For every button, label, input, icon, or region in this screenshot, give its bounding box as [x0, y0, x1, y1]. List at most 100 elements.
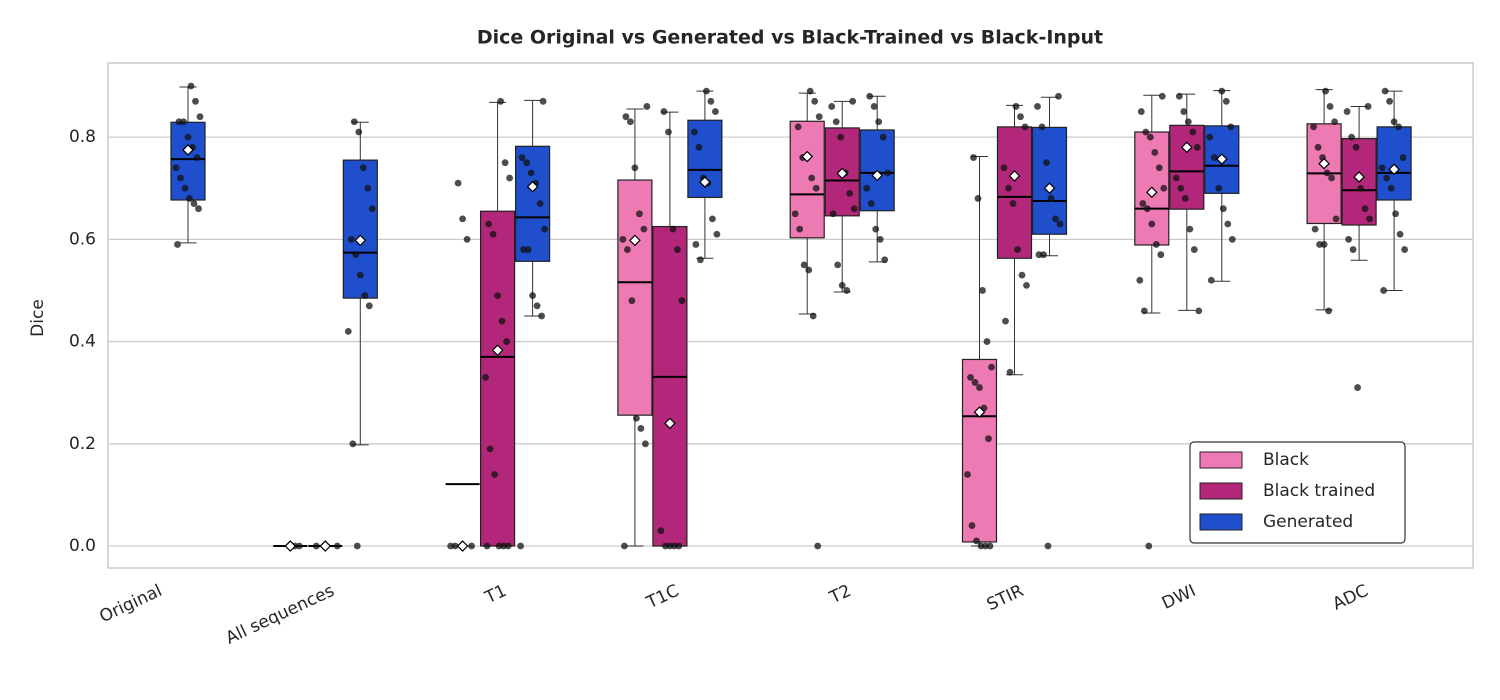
data-point — [365, 302, 373, 310]
mean-marker — [182, 144, 194, 156]
data-point — [624, 246, 631, 253]
mean-marker — [1043, 182, 1056, 195]
data-point — [536, 200, 544, 207]
data-point — [172, 164, 180, 172]
data-point — [352, 251, 360, 259]
data-point — [1331, 118, 1338, 126]
mean-marker — [491, 344, 504, 357]
mean-marker — [284, 540, 297, 552]
data-point — [678, 297, 686, 305]
data-point — [1366, 215, 1373, 223]
data-point — [1354, 384, 1361, 391]
data-point — [1206, 133, 1214, 141]
mean-marker — [1180, 141, 1193, 154]
data-point — [697, 256, 704, 264]
data-point — [838, 281, 846, 289]
data-point — [1207, 276, 1215, 284]
data-point — [539, 97, 547, 105]
data-point — [529, 292, 536, 299]
data-point — [968, 522, 976, 529]
data-point — [1311, 225, 1319, 233]
data-point — [523, 159, 530, 167]
data-point — [800, 261, 808, 269]
data-point — [1348, 133, 1355, 141]
data-point — [707, 97, 715, 105]
data-point — [312, 542, 320, 550]
plot-frame — [107, 62, 1474, 569]
data-point — [1157, 251, 1165, 259]
data-point — [866, 92, 874, 100]
mean-marker — [629, 234, 641, 247]
legend-label: Generated — [1263, 512, 1353, 532]
data-point — [875, 118, 883, 126]
data-point — [794, 123, 802, 131]
legend-label: Black — [1263, 450, 1309, 470]
data-point — [703, 87, 710, 95]
data-point — [1320, 241, 1328, 248]
box — [342, 159, 378, 299]
data-point — [368, 205, 376, 213]
data-point — [1381, 87, 1389, 95]
data-point — [1378, 164, 1386, 172]
data-point — [451, 542, 459, 550]
data-point — [1222, 97, 1230, 105]
data-point — [879, 133, 887, 141]
data-point — [504, 542, 512, 550]
data-point — [1396, 230, 1404, 238]
data-point — [1056, 220, 1064, 228]
data-point — [815, 113, 823, 121]
data-point — [691, 128, 698, 136]
data-point — [344, 327, 352, 335]
data-point — [805, 266, 813, 274]
data-point — [355, 128, 363, 136]
mean-marker — [973, 406, 986, 418]
mean-marker — [319, 540, 332, 552]
data-point — [1017, 113, 1024, 121]
data-point — [1014, 246, 1021, 253]
data-point — [350, 118, 358, 126]
data-point — [695, 143, 703, 151]
data-point — [1345, 235, 1352, 243]
data-point — [485, 220, 492, 228]
data-point — [1023, 281, 1030, 289]
data-point — [333, 542, 341, 550]
data-point — [1180, 108, 1188, 115]
mean-marker — [1215, 153, 1228, 165]
data-point — [986, 542, 994, 550]
data-point — [1322, 87, 1329, 95]
y-tick-label: 0.8 — [69, 127, 96, 147]
data-point — [1343, 108, 1351, 115]
data-point — [1002, 317, 1009, 325]
box — [617, 179, 653, 416]
data-point — [459, 215, 466, 223]
data-point — [1323, 169, 1331, 177]
data-point — [361, 292, 369, 299]
data-point — [828, 103, 836, 110]
data-point — [1361, 205, 1369, 213]
data-point — [1155, 164, 1163, 172]
data-point — [657, 527, 665, 535]
data-point — [541, 225, 548, 233]
data-point — [489, 230, 497, 238]
data-point — [1395, 123, 1402, 131]
data-point — [1392, 210, 1399, 218]
data-point — [1352, 143, 1360, 151]
data-point — [621, 542, 628, 550]
legend-swatch — [1199, 482, 1243, 500]
data-point — [1005, 184, 1012, 192]
data-point — [1325, 307, 1332, 315]
data-point — [501, 159, 509, 167]
data-point — [295, 542, 303, 550]
y-tick-label: 0.2 — [69, 434, 96, 454]
data-point — [538, 312, 545, 320]
data-point — [1328, 174, 1335, 182]
data-point — [193, 154, 201, 161]
data-point — [1186, 225, 1194, 233]
data-point — [1044, 542, 1052, 550]
data-point — [713, 230, 721, 238]
y-tick-label: 0.0 — [69, 536, 96, 556]
data-point — [1383, 174, 1390, 182]
data-point — [1215, 184, 1223, 192]
